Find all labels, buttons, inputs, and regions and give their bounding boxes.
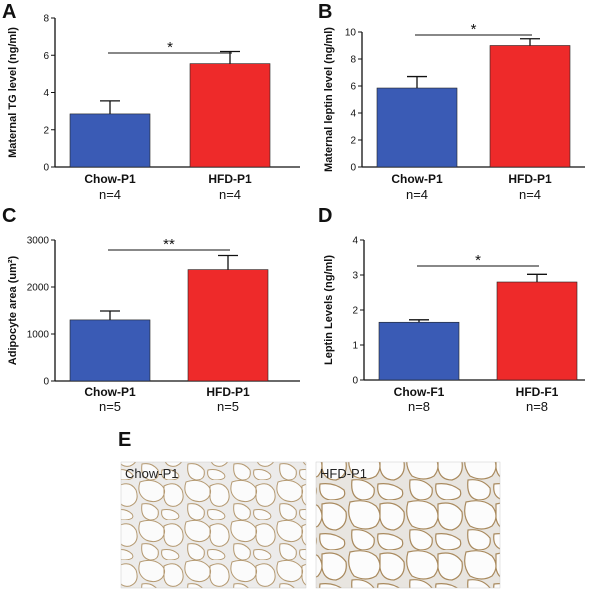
n-label: n=5 <box>217 399 239 414</box>
y-tick-label: 2 <box>352 306 358 317</box>
y-tick-label: 2 <box>350 136 356 147</box>
y-tick-label: 6 <box>43 51 49 62</box>
category-label: HFD-P1 <box>206 385 250 399</box>
y-tick-label: 3000 <box>27 236 50 247</box>
y-axis-label: Adipocyte area (um²) <box>7 255 19 365</box>
n-label: n=4 <box>519 187 541 202</box>
y-tick-label: 3 <box>352 271 358 282</box>
bar-hfd-f1 <box>496 281 578 381</box>
micrograph-hfd: HFD-P1 <box>315 461 501 589</box>
panel-letter-d: D <box>318 205 332 227</box>
y-tick-label: 4 <box>350 109 356 120</box>
y-axis-label: Maternal leptin level (ng/ml) <box>323 27 335 172</box>
y-tick-label: 6 <box>350 82 356 93</box>
y-tick-label: 1000 <box>27 330 50 341</box>
micrograph-chow: Chow-P1 <box>120 461 307 589</box>
y-tick-label: 2000 <box>27 283 50 294</box>
category-label: Chow-P1 <box>84 385 136 399</box>
significance-marker: * <box>471 21 477 38</box>
significance-marker: * <box>167 39 173 56</box>
micrograph-hfd-label: HFD-P1 <box>320 466 367 481</box>
category-label: HFD-F1 <box>516 385 559 399</box>
micrograph-chow-label: Chow-P1 <box>125 466 178 481</box>
y-tick-label: 0 <box>43 163 49 174</box>
chart-panel-c: 0 1000 2000 3000 Adipocyte area (um²) Chow-P1… <box>7 236 300 414</box>
bar-chow-p1 <box>69 319 151 382</box>
n-label: n=5 <box>99 399 121 414</box>
y-axis-label: Maternal TG level (ng/ml) <box>7 27 19 158</box>
bar-hfd-p1 <box>489 45 571 168</box>
y-tick-label: 0 <box>352 376 358 387</box>
n-label: n=8 <box>408 399 430 414</box>
panel-letter-e: E <box>118 429 131 451</box>
bar-hfd-p1 <box>189 63 271 168</box>
significance-marker: ** <box>163 236 175 253</box>
y-tick-label: 10 <box>345 28 357 39</box>
panel-letter-b: B <box>318 1 332 23</box>
n-label: n=8 <box>526 399 548 414</box>
y-tick-label: 8 <box>350 55 356 66</box>
y-tick-label: 0 <box>43 377 49 388</box>
panel-letter-a: A <box>2 1 16 23</box>
y-tick-label: 1 <box>352 341 358 352</box>
y-tick-label: 8 <box>43 14 49 25</box>
n-label: n=4 <box>219 187 241 202</box>
y-tick-label: 0 <box>350 163 356 174</box>
bar-hfd-p1 <box>187 269 269 382</box>
n-label: n=4 <box>99 187 121 202</box>
micrograph-hfd-image <box>315 461 501 589</box>
n-label: n=4 <box>406 187 428 202</box>
category-label: Chow-P1 <box>84 172 136 186</box>
category-label: Chow-P1 <box>391 172 443 186</box>
significance-marker: * <box>475 252 481 269</box>
y-axis-label: Leptin Levels (ng/ml) <box>323 255 335 365</box>
micrograph-chow-image <box>120 461 307 589</box>
category-label: HFD-P1 <box>508 172 552 186</box>
bar-chow-f1 <box>378 321 460 381</box>
bar-chow-p1 <box>69 113 151 168</box>
y-tick-label: 2 <box>43 125 49 136</box>
panel-letter-c: C <box>2 205 16 227</box>
y-tick-label: 4 <box>352 236 358 247</box>
category-label: HFD-P1 <box>208 172 252 186</box>
category-label: Chow-F1 <box>394 385 445 399</box>
chart-panel-b: 0 2 4 6 8 10 Maternal leptin level (ng/ml) Chow… <box>323 21 585 202</box>
y-tick-label: 4 <box>43 88 49 99</box>
bar-chow-p1 <box>376 87 458 168</box>
